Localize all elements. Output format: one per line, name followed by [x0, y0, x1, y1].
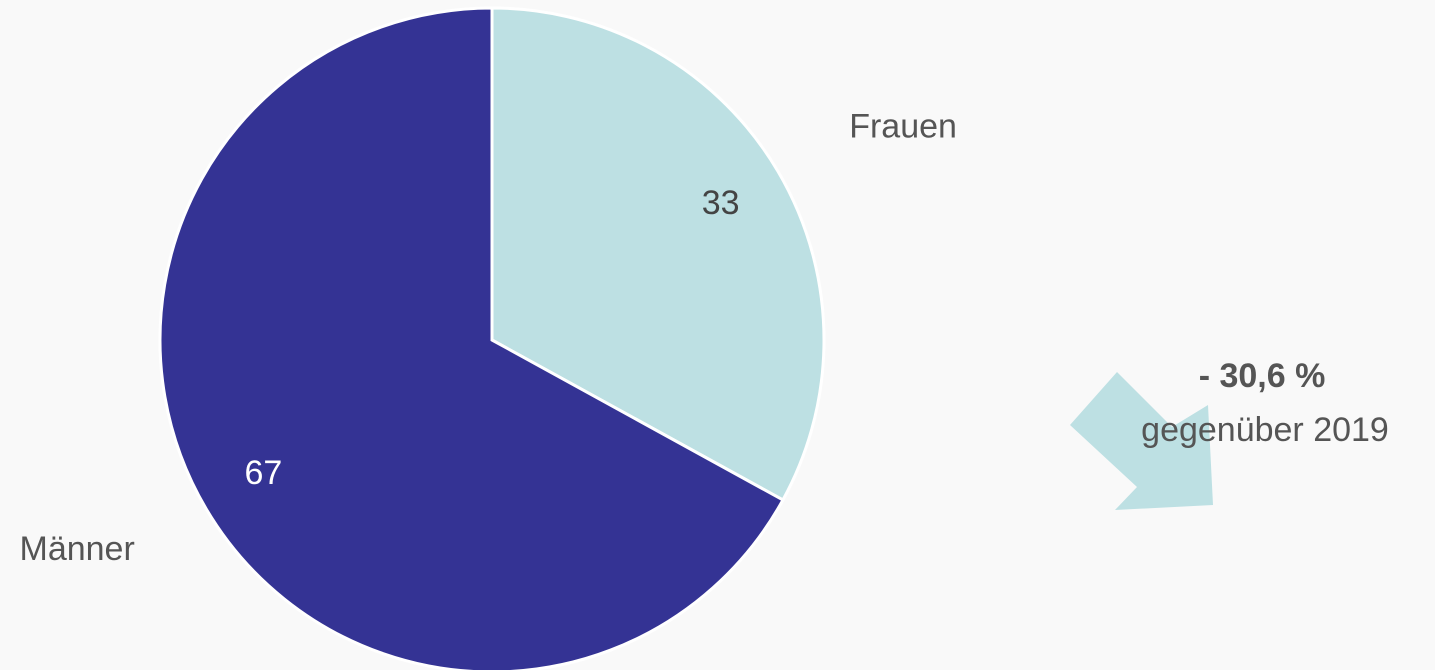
category-label: Männer: [20, 530, 135, 568]
category-label: Frauen: [849, 108, 957, 146]
data-label: 33: [702, 184, 740, 222]
pie-slice: [490, 6, 826, 502]
annotation-reference: gegenüber 2019: [1141, 411, 1389, 449]
trend-arrow: [1070, 372, 1213, 510]
annotation-change: - 30,6 %: [1199, 357, 1326, 395]
data-label: 67: [244, 454, 282, 492]
pie-slice: [158, 6, 785, 670]
